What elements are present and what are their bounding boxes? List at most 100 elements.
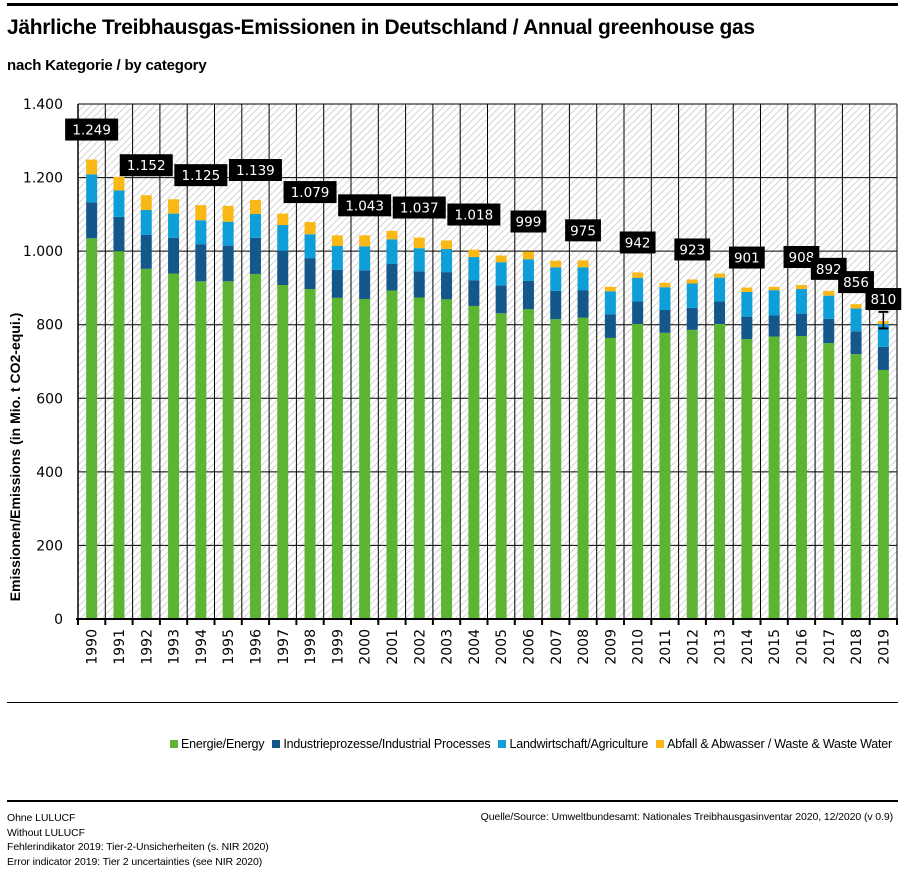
x-tick-label: 1997 (276, 629, 292, 665)
bar-segment-energy (850, 354, 862, 619)
x-tick-label: 1990 (85, 629, 101, 665)
x-tick-label: 1998 (303, 629, 319, 665)
x-tick-label: 2007 (549, 629, 565, 665)
bar-segment-industry (741, 316, 753, 340)
bar-segment-waste (413, 237, 425, 249)
bar-segment-energy (604, 337, 616, 619)
bar-segment-waste (741, 287, 753, 292)
bar-segment-industry (277, 250, 289, 285)
total-label: 942 (619, 231, 656, 254)
bar-segment-energy (304, 289, 316, 619)
stacked-bar-chart: 0 200 400 600 800 1.000 1.200 1.400 1990 1991 1992… (7, 97, 902, 665)
y-axis-label: Emissionen/Emissions (in Mio. t CO2-equi… (7, 313, 23, 602)
x-tick-label: 1996 (248, 629, 264, 665)
x-tick-label: 2006 (521, 629, 537, 665)
total-label: 1.125 (174, 164, 228, 187)
bar-segment-agriculture (304, 234, 316, 259)
bar-segment-waste (550, 260, 562, 268)
bar-segment-waste (168, 199, 180, 214)
bar-segment-agriculture (331, 245, 343, 270)
x-tick-label: 1991 (112, 629, 128, 665)
note-line: Fehlerindikator 2019: Tier-2-Unsicherhei… (7, 841, 269, 853)
total-label-text: 975 (570, 223, 596, 239)
bar-segment-waste (686, 279, 698, 284)
legend-item-agriculture: Landwirtschaft/Agriculture (498, 737, 648, 751)
bar-segment-industry (550, 290, 562, 320)
total-label-box (392, 196, 446, 219)
bar-segment-waste (468, 249, 480, 258)
bar-segment-energy (632, 323, 644, 619)
bar-segment-waste (768, 286, 780, 291)
y-tick-label: 400 (36, 465, 63, 481)
total-label-box (65, 118, 119, 141)
bar-segment-industry (386, 264, 398, 291)
bar-segment-energy (468, 305, 480, 619)
x-tick-label: 2008 (576, 629, 592, 665)
total-label-text: 1.139 (236, 163, 275, 179)
bar-segment-waste (304, 222, 316, 235)
x-tick-label: 1992 (139, 629, 155, 665)
bar-segment-waste (386, 230, 398, 240)
bar-segment-energy (522, 309, 534, 619)
bar-segment-waste (359, 235, 371, 247)
total-label: 892 (810, 257, 847, 280)
note-line: Without LULUCF (7, 826, 85, 839)
bar-segment-agriculture (413, 248, 425, 272)
y-tick-label: 1.000 (23, 244, 63, 260)
total-label-text: 810 (870, 292, 896, 308)
bar-segment-agriculture (222, 221, 234, 246)
footer-notes: Ohne LULUCF Without LULUCF Fehlerindikat… (7, 811, 269, 869)
total-label-text: 1.037 (400, 201, 439, 217)
footer-rule (7, 800, 898, 802)
bar-segment-agriculture (577, 267, 589, 291)
bar-segment-energy (877, 369, 889, 619)
x-tick-label: 2019 (876, 629, 892, 665)
bar-segment-agriculture (468, 257, 480, 281)
total-label: 810 (865, 288, 902, 311)
x-tick-label: 2013 (713, 629, 729, 665)
note-line: Ohne LULUCF (7, 812, 76, 824)
bar-segment-energy (413, 297, 425, 619)
x-tick-label: 2018 (849, 629, 865, 665)
bar-segment-industry (113, 216, 125, 252)
bar-segment-energy (168, 273, 180, 619)
total-label: 975 (565, 219, 601, 242)
bar-segment-agriculture (195, 220, 207, 245)
total-label-box (283, 181, 337, 204)
bar-segment-industry (86, 202, 98, 239)
x-tick-label: 2011 (658, 629, 674, 665)
chart-subtitle: nach Kategorie / by category (7, 57, 207, 74)
total-label-text: 999 (516, 215, 542, 231)
total-label-box (447, 203, 501, 226)
total-label-text: 901 (734, 251, 760, 267)
bar-segment-waste (222, 205, 234, 222)
bar-segment-energy (386, 290, 398, 619)
total-label-text: 1.125 (182, 168, 221, 184)
legend-swatch-agriculture (498, 740, 507, 748)
total-label-text: 1.249 (72, 123, 111, 139)
bar-segment-industry (768, 315, 780, 337)
bar-segment-energy (86, 238, 98, 619)
y-tick-label: 800 (36, 318, 63, 334)
x-tick-label: 2003 (440, 629, 456, 665)
y-tick-label: 200 (36, 538, 63, 554)
total-label: 1.037 (392, 196, 446, 219)
bar-segment-industry (686, 307, 698, 330)
x-tick-label: 1994 (194, 629, 210, 665)
bar-segment-agriculture (741, 291, 753, 317)
legend-label-waste: Abfall & Abwasser / Waste & Waste Water (667, 737, 892, 751)
x-tick-label: 1999 (330, 629, 346, 665)
total-label-text: 923 (679, 242, 705, 258)
x-tick-label: 2014 (740, 629, 756, 665)
bar-segment-industry (522, 280, 534, 310)
total-label-text: 1.079 (291, 185, 330, 201)
bar-segment-agriculture (140, 209, 152, 235)
total-label: 1.139 (228, 159, 282, 182)
bar-segment-waste (249, 200, 261, 214)
x-tick-label: 1995 (221, 629, 237, 665)
bar-segment-waste (632, 272, 644, 278)
note-line: Error indicator 2019: Tier 2 uncertainti… (7, 855, 263, 868)
bar-segment-industry (359, 270, 371, 299)
bar-segment-energy (359, 298, 371, 619)
bar-segment-energy (441, 299, 453, 619)
